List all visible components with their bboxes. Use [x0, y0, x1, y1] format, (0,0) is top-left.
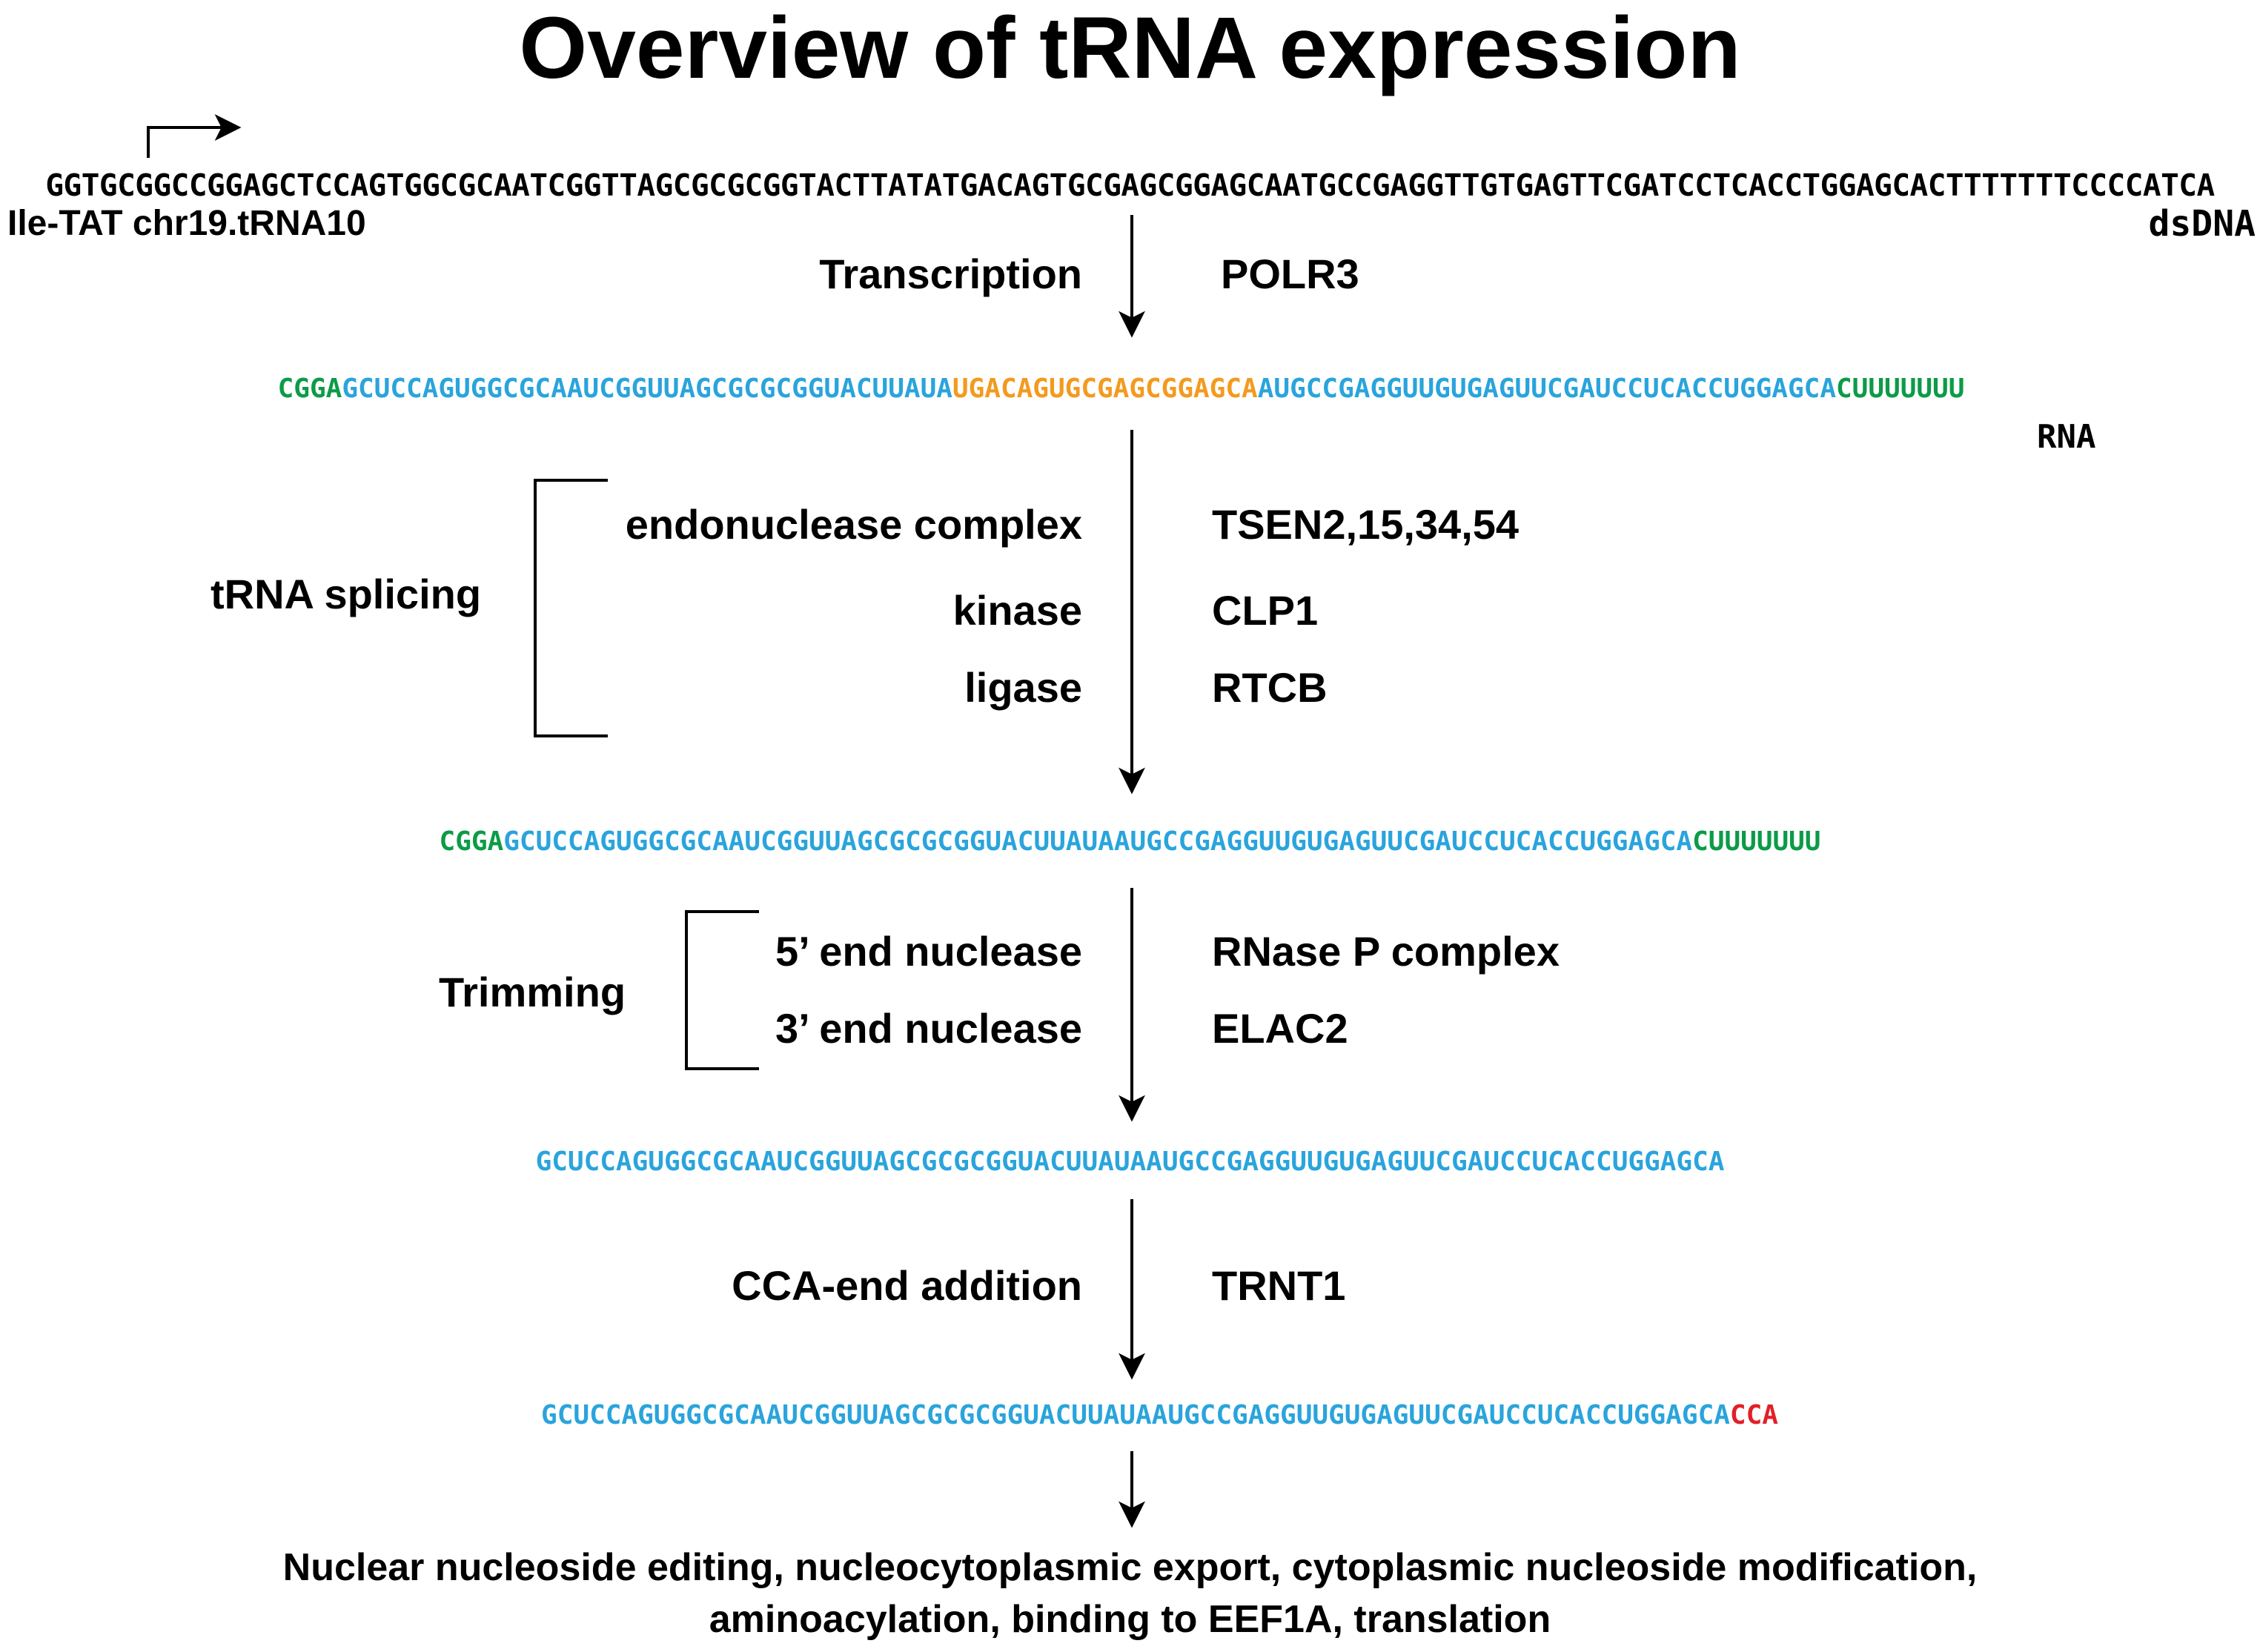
- mature-cca: CCA: [1729, 1400, 1778, 1430]
- trimming-5prime-label: 5’ end nuclease: [775, 928, 1082, 975]
- pre-trna-exon2: AUGCCGAGGUUGUGAGUUCGAUCCUCACCUGGAGCA: [1257, 374, 1836, 404]
- spliced-flank5: CGGA: [439, 826, 504, 857]
- pre-trna-exon1: GCUCCAGUGGCGCAAUCGGUUAGCGCGCGGUACUUAUA: [342, 374, 952, 404]
- trimmed-sequence: GCUCCAGUGGCGCAAUCGGUUAGCGCGCGGUACUUAUAAU…: [0, 1144, 2260, 1181]
- enzyme-trnt1: TRNT1: [1212, 1262, 1346, 1309]
- splicing-endonuclease-label: endonuclease complex: [625, 501, 1082, 548]
- gene-label: Ile-TAT chr19.tRNA10: [7, 204, 366, 243]
- enzyme-elac2: ELAC2: [1212, 1005, 1348, 1052]
- spliced-flank3: CUUUUUUU: [1692, 826, 1821, 857]
- diagram-title: Overview of tRNA expression: [519, 0, 1741, 97]
- step-transcription-label: Transcription: [819, 251, 1082, 297]
- final-line-2: aminoacylation, binding to EEF1A, transl…: [709, 1598, 1551, 1641]
- pre-trna-intron: UGACAGUGCGAGCGGAGCA: [952, 374, 1258, 404]
- trimmed-body: GCUCCAGUGGCGCAAUCGGUUAGCGCGCGGUACUUAUAAU…: [535, 1147, 1725, 1177]
- rna-label: RNA: [2037, 418, 2096, 456]
- enzyme-polr3: POLR3: [1221, 251, 1359, 297]
- trimming-group-label: Trimming: [439, 969, 626, 1015]
- mature-sequence: GCUCCAGUGGCGCAAUCGGUUAGCGCGCGGUACUUAUAAU…: [30, 1397, 2260, 1434]
- enzyme-clp1: CLP1: [1212, 587, 1319, 634]
- dna-sequence: GGTGCGGCCGGAGCTCCAGTGGCGCAATCGGTTAGCGCGC…: [45, 167, 2215, 203]
- splicing-ligase-label: ligase: [964, 664, 1082, 711]
- mature-body: GCUCCAGUGGCGCAAUCGGUUAGCGCGCGGUACUUAUAAU…: [541, 1400, 1730, 1430]
- enzyme-tsen: TSEN2,15,34,54: [1212, 501, 1520, 548]
- tss-arrow: [147, 114, 242, 158]
- pre-trna-sequence: CGGAGCUCCAGUGGCGCAAUCGGUUAGCGCGCGGUACUUA…: [0, 371, 2251, 408]
- spliced-sequence: CGGAGCUCCAGUGGCGCAAUCGGUUAGCGCGCGGUACUUA…: [0, 823, 2260, 860]
- pre-trna-flank3: CUUUUUUU: [1836, 374, 1965, 404]
- cca-step-label: CCA-end addition: [732, 1262, 1082, 1309]
- splicing-kinase-label: kinase: [952, 587, 1082, 634]
- pre-trna-flank5: CGGA: [277, 374, 342, 404]
- splicing-bracket: [534, 479, 608, 737]
- enzyme-rnase-p: RNase P complex: [1212, 928, 1560, 975]
- dsdna-label: dsDNA: [2148, 203, 2256, 245]
- trimming-bracket: [685, 910, 759, 1070]
- enzyme-rtcb: RTCB: [1212, 664, 1328, 711]
- trimming-3prime-label: 3’ end nuclease: [775, 1005, 1082, 1052]
- final-line-1: Nuclear nucleoside editing, nucleocytopl…: [282, 1546, 1978, 1589]
- spliced-body: GCUCCAGUGGCGCAAUCGGUUAGCGCGCGGUACUUAUAAU…: [503, 826, 1693, 857]
- splicing-group-label: tRNA splicing: [211, 571, 482, 617]
